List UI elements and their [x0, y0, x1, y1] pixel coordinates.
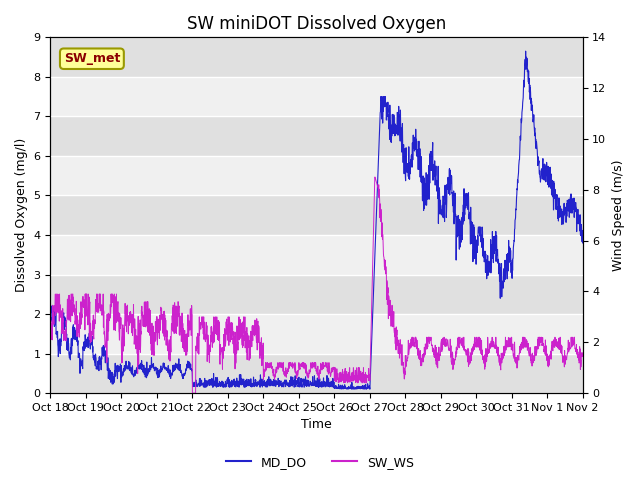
MD_DO — [343, 385, 351, 391]
SW_WS — [47, 321, 54, 327]
X-axis label: Time: Time — [301, 419, 332, 432]
Text: SW_met: SW_met — [64, 52, 120, 65]
SW_WS — [189, 390, 196, 396]
Bar — [51, 37, 582, 77]
Title: SW miniDOT Dissolved Oxygen: SW miniDOT Dissolved Oxygen — [187, 15, 446, 33]
MD_DO — [522, 48, 529, 54]
Bar — [51, 195, 582, 235]
Bar — [51, 116, 582, 156]
Bar — [51, 354, 582, 393]
SW_WS — [579, 350, 586, 356]
Line: MD_DO: MD_DO — [51, 51, 582, 389]
SW_WS — [547, 348, 555, 354]
SW_WS — [332, 371, 340, 377]
SW_WS — [472, 343, 479, 349]
Bar — [51, 275, 582, 314]
MD_DO — [471, 233, 479, 239]
Legend: MD_DO, SW_WS: MD_DO, SW_WS — [221, 451, 419, 474]
MD_DO — [547, 173, 555, 179]
MD_DO — [332, 385, 339, 391]
SW_WS — [344, 373, 351, 379]
MD_DO — [532, 145, 540, 151]
SW_WS — [195, 337, 203, 343]
Line: SW_WS: SW_WS — [51, 177, 582, 393]
SW_WS — [532, 353, 540, 359]
Y-axis label: Dissolved Oxygen (mg/l): Dissolved Oxygen (mg/l) — [15, 138, 28, 292]
MD_DO — [47, 320, 54, 326]
MD_DO — [579, 240, 586, 246]
SW_WS — [371, 174, 379, 180]
MD_DO — [195, 382, 203, 387]
MD_DO — [366, 386, 374, 392]
Y-axis label: Wind Speed (m/s): Wind Speed (m/s) — [612, 159, 625, 271]
